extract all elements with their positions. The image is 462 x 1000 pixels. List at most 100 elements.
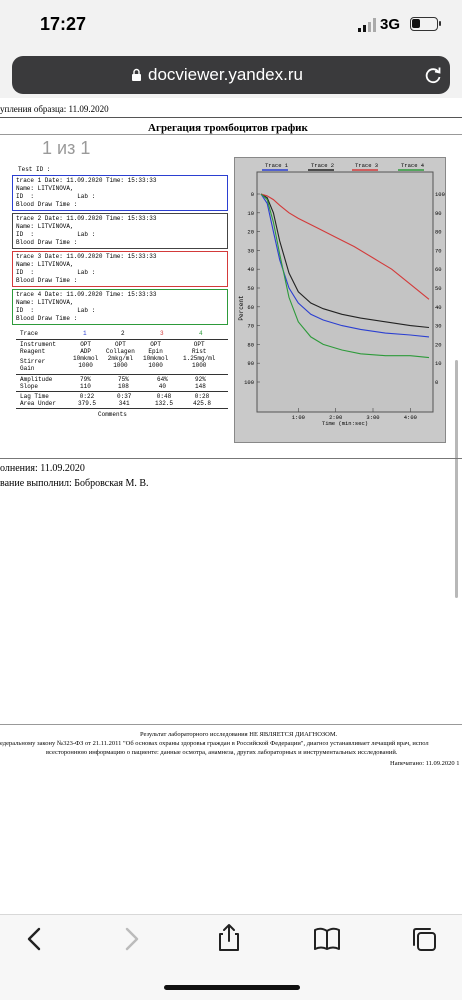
- trace-num: 3: [160, 330, 164, 337]
- footer-line: едеральному закону №323-ФЗ от 21.11.2011…: [0, 740, 429, 747]
- x-tick: 4:00: [404, 414, 417, 421]
- y-tick-right: 10: [435, 360, 442, 367]
- performed-by: вание выполнил: Бобровская М. В.: [0, 478, 149, 489]
- trace-num: 1: [83, 330, 87, 337]
- bookmarks-icon[interactable]: [312, 924, 342, 954]
- y-tick-right: 50: [435, 285, 442, 292]
- trace-info-box: trace 3 Date: 11.09.2020 Time: 15:33:33 …: [12, 251, 228, 287]
- x-tick: 2:00: [329, 414, 342, 421]
- test-id: Test ID :: [18, 166, 51, 173]
- y-tick-right: 80: [435, 229, 442, 236]
- report-title: Агрегация тромбоцитов график: [148, 122, 308, 134]
- lag-cell: 0:37 341: [117, 393, 132, 407]
- trace-line: trace 2 Date: 11.09.2020 Time: 15:33:33: [16, 215, 157, 222]
- share-icon[interactable]: [214, 922, 244, 952]
- trace-line: Name: LITVINOVA,: [16, 261, 74, 268]
- plot-area: [256, 171, 434, 413]
- y-tick-right: 100: [435, 191, 445, 198]
- y-tick-left: 80: [247, 341, 254, 348]
- instrument-label: Instrument Reagent: [20, 341, 57, 355]
- trace-line: Blood Draw Time :: [16, 315, 78, 322]
- address-bar[interactable]: docviewer.yandex.ru: [12, 56, 450, 94]
- tabs-icon[interactable]: [409, 924, 439, 954]
- table-rule: [16, 408, 228, 409]
- completed-date: олнения: 11.09.2020: [0, 463, 85, 474]
- browser-header: docviewer.yandex.ru: [0, 50, 462, 98]
- y-tick-right: 40: [435, 304, 442, 311]
- amplitude-cell: 79% 110: [80, 376, 91, 390]
- trace-line: Blood Draw Time :: [16, 239, 78, 246]
- series-line: [260, 193, 430, 329]
- y-tick-left: 40: [247, 266, 254, 273]
- table-rule: [16, 339, 228, 340]
- chart-canvas: Trace 1 Trace 2 Trace 3 Trace 4 0 100 10 90 20 80…: [238, 162, 445, 427]
- series-line: [260, 193, 430, 359]
- lock-icon: [132, 68, 141, 81]
- network-type: 3G: [380, 16, 401, 33]
- legend-label: Trace 4: [401, 162, 425, 169]
- reload-icon[interactable]: [423, 65, 443, 85]
- y-tick-left: 30: [247, 247, 254, 254]
- clock: 17:27: [40, 14, 87, 34]
- trace-info-box: trace 2 Date: 11.09.2020 Time: 15:33:33 …: [12, 213, 228, 249]
- trace-num: 4: [199, 330, 203, 337]
- y-tick-right: 20: [435, 341, 442, 348]
- footer-line: Результат лабораторного исследования НЕ …: [140, 731, 338, 738]
- amplitude-label: Amplitude Slope: [20, 376, 53, 390]
- divider: [0, 458, 462, 459]
- lag-cell: 0:48 132.5: [155, 393, 174, 407]
- status-bar: 17:27 3G: [0, 0, 462, 50]
- y-tick-left: 100: [244, 379, 254, 386]
- trace-line: ID : Lab :: [16, 269, 96, 276]
- trace-line: ID : Lab :: [16, 231, 96, 238]
- series-line: [260, 193, 430, 300]
- signal-icon: [358, 18, 376, 32]
- amplitude-cell: 92% 148: [195, 376, 206, 390]
- y-axis-label: Percent: [238, 295, 245, 320]
- trace-line: trace 4 Date: 11.09.2020 Time: 15:33:33: [16, 291, 157, 298]
- home-indicator: [164, 985, 300, 990]
- table-rule: [16, 391, 228, 392]
- y-tick-left: 0: [251, 191, 254, 198]
- trace-num: 2: [121, 330, 125, 337]
- reagent-cell: OPT Collagen 2mkg/ml 1000: [106, 341, 135, 369]
- trace-line: Blood Draw Time :: [16, 201, 78, 208]
- trace-line: ID : Lab :: [16, 307, 96, 314]
- trace-line: Name: LITVINOVA,: [16, 185, 74, 192]
- reagent-cell: OPT ADP 10mkmol 1000: [73, 341, 99, 369]
- y-tick-right: 90: [435, 210, 442, 217]
- back-icon[interactable]: [20, 924, 50, 954]
- trace-line: Name: LITVINOVA,: [16, 223, 74, 230]
- page-indicator: 1 из 1: [42, 138, 91, 158]
- y-tick-left: 20: [247, 229, 254, 236]
- legend-label: Trace 1: [265, 162, 289, 169]
- trace-label: Trace: [20, 330, 39, 337]
- trace-line: trace 3 Date: 11.09.2020 Time: 15:33:33: [16, 253, 157, 260]
- url-text: docviewer.yandex.ru: [148, 65, 303, 84]
- y-tick-right: 0: [435, 379, 438, 386]
- footer-line: Напечатано: 11.09.2020 1: [390, 760, 460, 767]
- y-tick-left: 60: [247, 304, 254, 311]
- series-line: [260, 193, 430, 338]
- scrollbar[interactable]: [455, 360, 458, 598]
- y-tick-right: 60: [435, 266, 442, 273]
- stirrer-label: Stirrer Gain: [20, 358, 46, 372]
- aggregation-chart: Trace 1 Trace 2 Trace 3 Trace 4 0 100 10 90 20 80…: [234, 157, 446, 443]
- lag-cell: 0:22 379.5: [78, 393, 97, 407]
- lag-label: Lag Time Area Under: [20, 393, 57, 407]
- trace-line: Blood Draw Time :: [16, 277, 78, 284]
- amplitude-cell: 64% 40: [157, 376, 168, 390]
- reagent-cell: OPT Rist 1.25mg/ml 1000: [183, 341, 216, 369]
- x-tick: 3:00: [366, 414, 379, 421]
- legend-label: Trace 3: [355, 162, 378, 169]
- legend-label: Trace 2: [311, 162, 334, 169]
- receive-date: упления образца: 11.09.2020: [0, 104, 109, 114]
- x-tick: 1:00: [292, 414, 305, 421]
- x-axis-label: Time (min:sec): [322, 420, 368, 427]
- footer-line: всестороннюю информацию о пациенте: данн…: [46, 749, 398, 756]
- forward-icon[interactable]: [116, 924, 146, 954]
- trace-line: trace 1 Date: 11.09.2020 Time: 15:33:33: [16, 177, 157, 184]
- trace-info-box: trace 4 Date: 11.09.2020 Time: 15:33:33 …: [12, 289, 228, 325]
- y-tick-left: 70: [247, 323, 254, 330]
- lag-cell: 0:28 425.8: [193, 393, 212, 407]
